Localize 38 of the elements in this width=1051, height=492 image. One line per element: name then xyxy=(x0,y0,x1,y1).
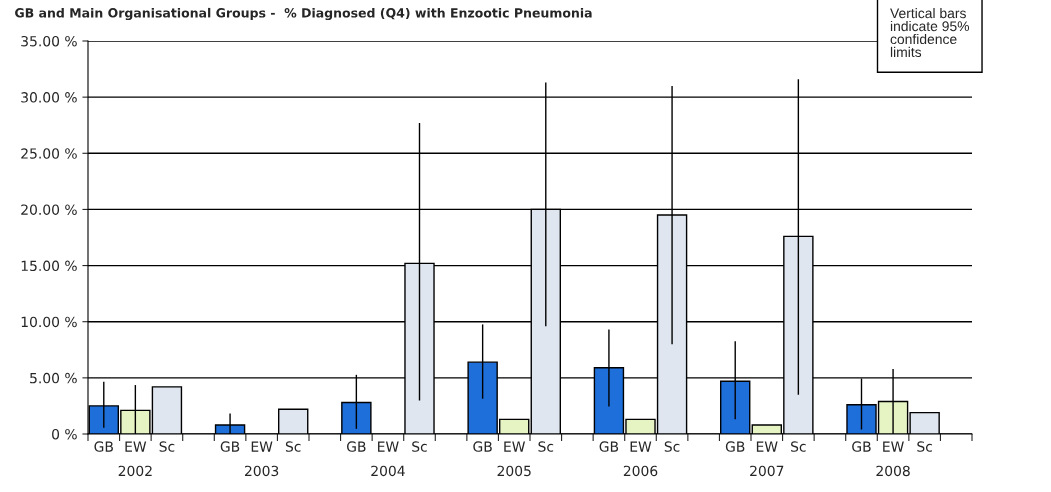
y-tick-label: 30.00 % xyxy=(21,92,77,103)
text: EW xyxy=(883,441,904,452)
text: Sc xyxy=(791,441,806,452)
y-tick-label: 25.00 % xyxy=(21,148,77,159)
text: Sc xyxy=(917,441,933,452)
x-tick-label: 2005 xyxy=(497,465,531,477)
text: EW xyxy=(630,441,652,452)
text: Sc xyxy=(285,441,301,452)
series-label: GB xyxy=(94,441,113,452)
x-tick-label: 2003 xyxy=(244,465,279,477)
text: Sc xyxy=(538,441,554,452)
text: Sc xyxy=(664,441,680,452)
x-tick-label: 2004 xyxy=(371,465,405,477)
x-tick-label: 2006 xyxy=(623,465,658,477)
chart-title: GB and Main Organisational Groups - % Diagnosed (Q4) with Enzootic Pneumonia xyxy=(15,7,592,21)
text: GB xyxy=(852,441,871,452)
text: GB xyxy=(725,441,745,452)
text: GB xyxy=(220,441,240,452)
text: EW xyxy=(504,441,526,452)
y-tick-label: 35.00 % xyxy=(21,35,77,47)
text: EW xyxy=(251,441,273,452)
y-tick-label: 20.00 % xyxy=(21,204,77,215)
y-tick-label: 5.00 % xyxy=(30,372,77,384)
series-label: EW xyxy=(125,441,147,452)
x-tick-label: 2007 xyxy=(750,465,784,477)
text: GB xyxy=(346,441,366,452)
y-tick-label: 0 % xyxy=(52,428,77,440)
text: GB xyxy=(599,441,619,452)
text: EW xyxy=(378,441,399,452)
text: GB xyxy=(473,441,492,452)
y-tick-label: 15.00 % xyxy=(21,260,77,272)
text: Sc xyxy=(412,441,427,452)
x-tick-label: 2008 xyxy=(876,465,910,477)
text: EW xyxy=(756,441,778,452)
x-tick-label: 2002 xyxy=(118,465,152,477)
annotation: Vertical bars indicate 95% confidence limits xyxy=(890,8,970,58)
y-tick-label: 10.00 % xyxy=(21,316,77,328)
series-label: Sc xyxy=(159,441,175,452)
